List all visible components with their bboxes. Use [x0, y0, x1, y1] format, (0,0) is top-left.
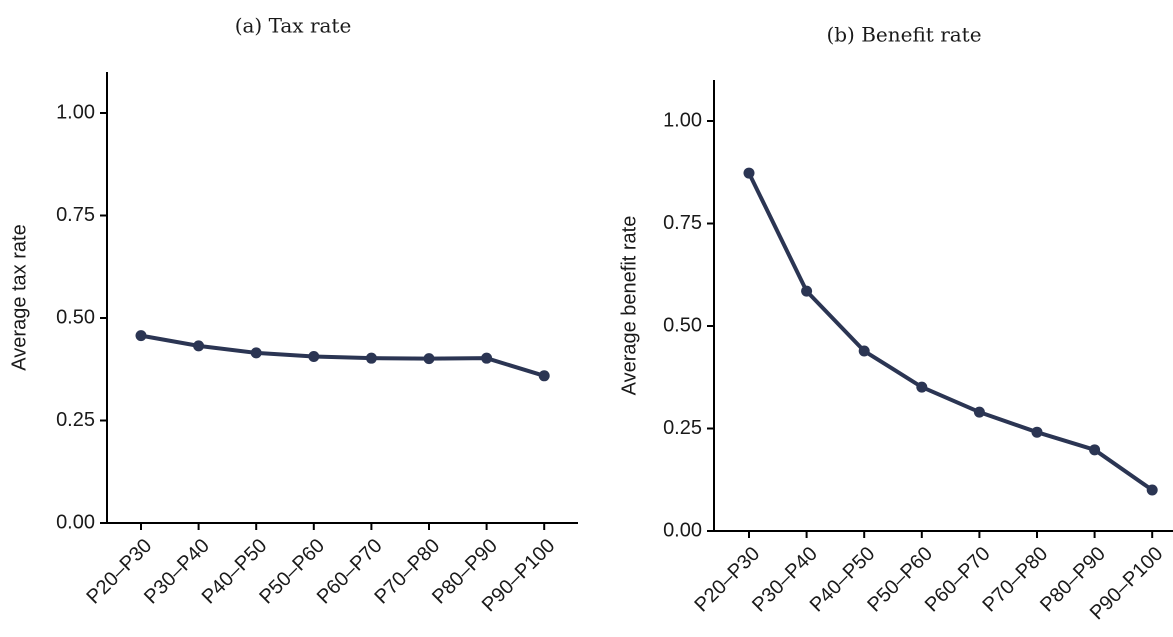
data-point [423, 353, 435, 365]
data-point [481, 352, 493, 364]
data-point [973, 406, 985, 418]
y-tick-label: 0.75 [56, 204, 95, 226]
data-point [135, 330, 147, 342]
y-axis-label: Average benefit rate [618, 216, 640, 396]
data-point [193, 340, 205, 352]
y-tick-label: 0.25 [56, 409, 95, 431]
y-tick-label: 1.00 [56, 101, 95, 123]
data-point [1089, 444, 1101, 456]
y-tick-label: 1.00 [663, 109, 702, 131]
data-point [916, 381, 928, 393]
data-point [743, 167, 755, 179]
data-point [538, 370, 550, 382]
y-tick-label: 0.00 [56, 511, 95, 533]
y-tick-label: 0.25 [663, 417, 702, 439]
data-line [140, 333, 545, 378]
chart-title: (a) Tax rate [235, 14, 352, 38]
y-tick-label: 0.50 [663, 314, 702, 336]
data-point [858, 345, 870, 357]
y-tick-label: 0.50 [56, 306, 95, 328]
data-point [308, 351, 320, 363]
y-tick-label: 0.00 [663, 519, 702, 541]
data-point [250, 347, 262, 359]
data-point [1146, 484, 1158, 496]
data-point [801, 285, 813, 297]
chart-title: (b) Benefit rate [826, 23, 981, 47]
data-point [1031, 426, 1043, 438]
y-axis-label: Average tax rate [8, 224, 30, 370]
data-point [365, 352, 377, 364]
data-line [747, 172, 1154, 492]
y-tick-label: 0.75 [663, 212, 702, 234]
